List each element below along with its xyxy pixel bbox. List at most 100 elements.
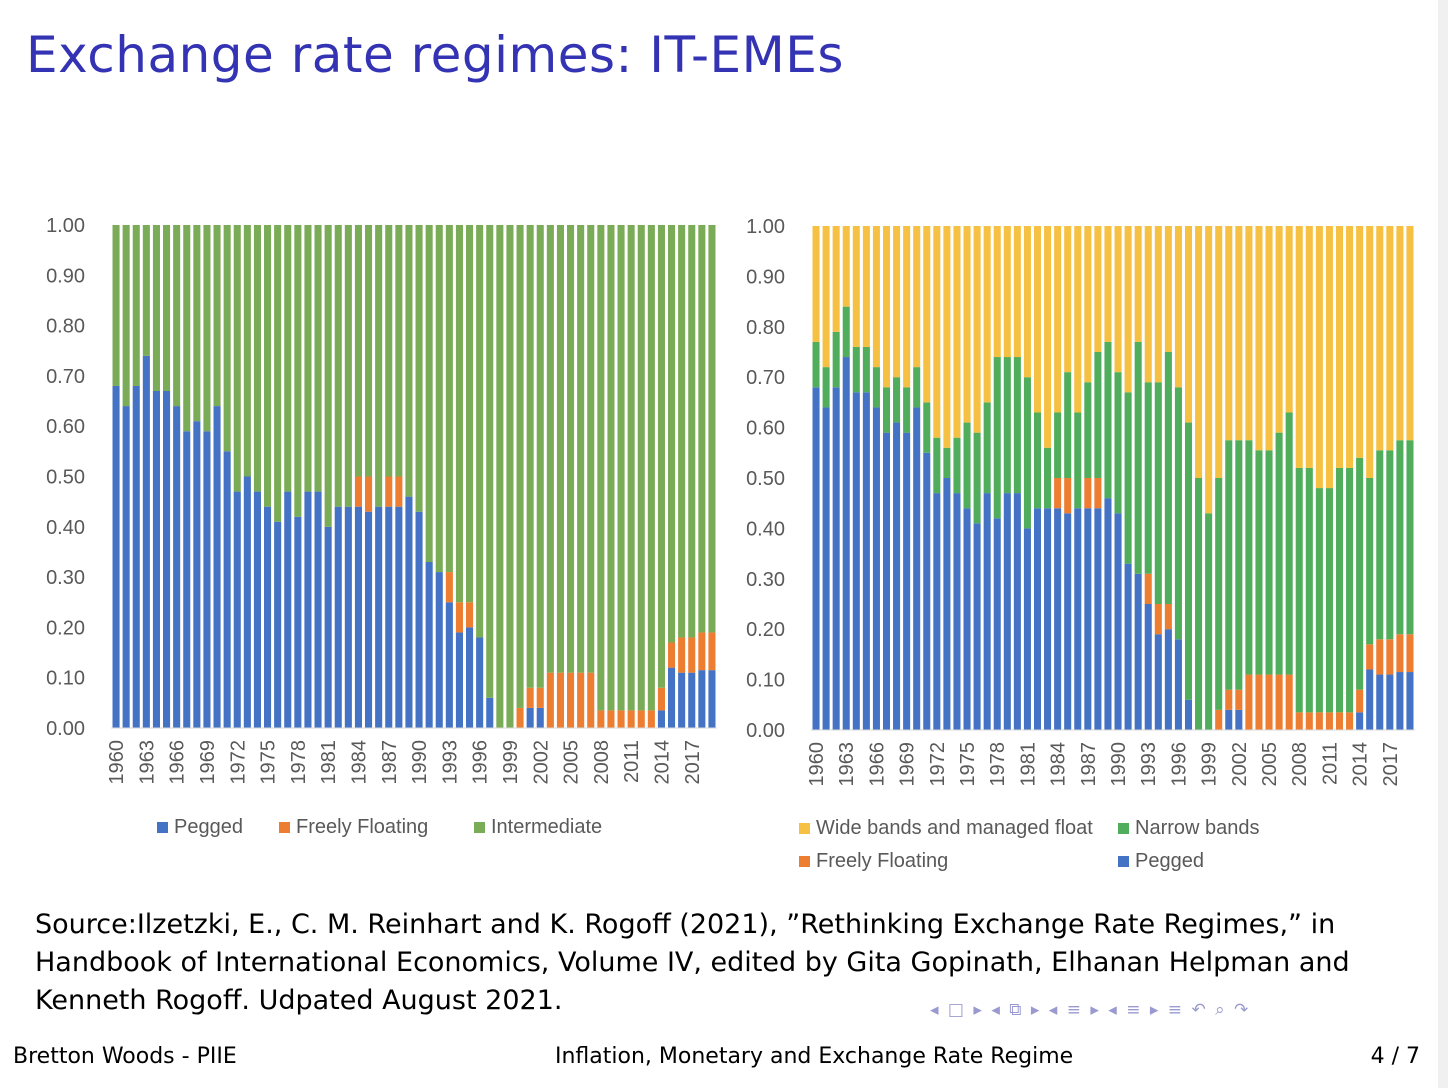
bar-pegged: [324, 526, 332, 728]
bar-narrow-bands: [1396, 440, 1404, 635]
bar-narrow-bands: [1114, 372, 1122, 514]
bar-freely-floating: [455, 602, 463, 633]
bar-freely-floating: [1084, 478, 1092, 509]
bar-freely-floating: [365, 476, 373, 512]
bar-wide-bands: [882, 226, 891, 388]
bar-freely-floating: [1245, 674, 1253, 730]
bar-narrow-bands: [1376, 450, 1384, 640]
bar-pegged: [1114, 513, 1122, 730]
bar-intermediate: [365, 225, 373, 477]
bar-pegged: [233, 491, 241, 728]
y-tick-label: 0.30: [746, 569, 785, 591]
legend-label: Freely Floating: [816, 850, 949, 872]
bar-narrow-bands: [1084, 382, 1092, 478]
bar-freely-floating: [1225, 689, 1233, 710]
legend-item-pegged: Pegged: [1118, 850, 1204, 873]
bar-freely-floating: [1356, 689, 1364, 713]
y-tick-label: 1.00: [746, 216, 785, 238]
bar-wide-bands: [1124, 226, 1132, 393]
bar-intermediate: [122, 225, 130, 407]
bar-pegged: [1013, 493, 1021, 730]
bar-intermediate: [597, 225, 605, 711]
bar-wide-bands: [893, 226, 901, 378]
bar-pegged: [1124, 563, 1132, 730]
bar-pegged: [435, 572, 443, 728]
left-chart: 0.00 0.10 0.20 0.30 0.40 0.50 0.60 0.70 0.80 0.90…: [46, 215, 717, 785]
bar-wide-bands: [1195, 226, 1203, 478]
bar-pegged: [486, 697, 494, 728]
bar-wide-bands: [1104, 226, 1112, 342]
beamer-navigation-symbols[interactable]: ◂ □ ▸ ◂ ⧉ ▸ ◂ ≡ ▸ ◂ ≡ ▸ ≡ ↶ ⌕ ↷: [930, 1000, 1251, 1020]
x-tick-label: 2011: [621, 740, 643, 783]
bar-wide-bands: [1335, 226, 1344, 468]
bar-intermediate: [556, 225, 564, 673]
x-tick-label: 2014: [1350, 742, 1372, 787]
bar-freely-floating: [1094, 478, 1102, 509]
bar-wide-bands: [1325, 226, 1333, 489]
x-tick-label: 1987: [379, 740, 401, 785]
x-tick-label: 2014: [651, 740, 673, 785]
bar-intermediate: [577, 225, 585, 673]
bar-wide-bands: [963, 226, 971, 423]
bar-wide-bands: [1366, 226, 1374, 478]
bar-wide-bands: [933, 226, 941, 438]
bar-freely-floating: [698, 632, 706, 671]
bar-intermediate: [112, 225, 120, 386]
bar-wide-bands: [1376, 226, 1384, 451]
bar-pegged: [983, 493, 991, 730]
bar-pegged: [243, 476, 251, 728]
bar-intermediate: [516, 225, 524, 708]
bar-freely-floating: [1215, 709, 1223, 730]
bar-freely-floating: [708, 632, 716, 671]
bar-intermediate: [173, 225, 181, 407]
bar-pegged: [872, 407, 880, 730]
x-tick-label: 1963: [836, 742, 858, 787]
bar-intermediate: [344, 225, 352, 507]
x-tick-label: 1972: [227, 740, 249, 785]
bar-intermediate: [324, 225, 332, 527]
bar-pegged: [1154, 634, 1162, 730]
bar-pegged: [1134, 573, 1142, 730]
x-tick-label: 1969: [197, 740, 219, 785]
bar-pegged: [1396, 672, 1404, 730]
bar-intermediate: [253, 225, 261, 492]
bar-narrow-bands: [1215, 478, 1223, 710]
legend-item-floating: Freely Floating: [279, 816, 428, 839]
y-tick-label: 0.20: [46, 617, 85, 639]
bar-wide-bands: [1074, 226, 1082, 413]
bar-pegged: [152, 390, 160, 728]
bar-intermediate: [142, 225, 150, 356]
bar-freely-floating: [567, 672, 575, 728]
bar-freely-floating: [678, 637, 686, 673]
bar-pegged: [163, 390, 171, 728]
bar-pegged: [112, 385, 120, 728]
bar-freely-floating: [1144, 573, 1152, 604]
bar-pegged: [203, 431, 211, 728]
y-tick-label: 0.10: [46, 668, 85, 690]
bar-freely-floating: [536, 687, 544, 708]
x-tick-label: 1993: [1138, 742, 1160, 787]
bar-pegged: [1054, 508, 1062, 730]
bar-intermediate: [567, 225, 575, 673]
bar-pegged: [365, 511, 373, 728]
bar-narrow-bands: [1094, 352, 1102, 478]
bar-pegged: [415, 511, 423, 728]
bar-freely-floating: [1265, 674, 1273, 730]
bar-wide-bands: [1245, 226, 1253, 441]
bar-pegged: [1044, 508, 1052, 730]
bar-wide-bands: [913, 226, 921, 368]
bar-narrow-bands: [983, 402, 991, 494]
bar-pegged: [1386, 674, 1394, 730]
bar-narrow-bands: [933, 437, 941, 494]
footer-left: Bretton Woods - PIIE: [13, 1044, 237, 1069]
bar-intermediate: [536, 225, 544, 688]
bar-narrow-bands: [1074, 412, 1082, 509]
bar-wide-bands: [993, 226, 1001, 358]
bar-freely-floating: [1275, 674, 1283, 730]
y-tick-label: 0.60: [746, 418, 785, 440]
bar-pegged: [455, 632, 463, 728]
bar-pegged: [405, 496, 413, 728]
bar-narrow-bands: [832, 331, 840, 388]
bar-narrow-bands: [1346, 467, 1354, 713]
bar-intermediate: [496, 225, 504, 728]
